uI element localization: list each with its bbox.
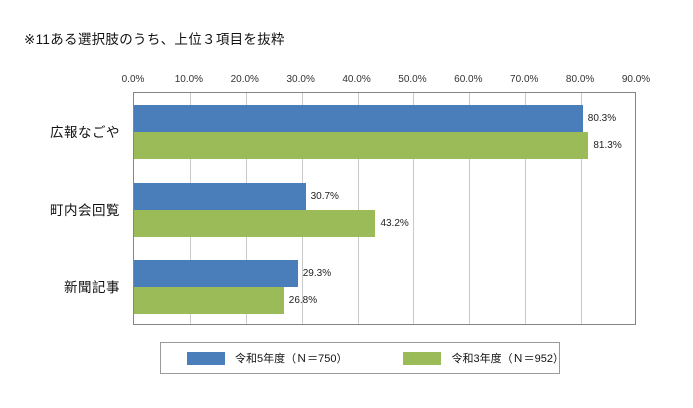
x-tick-label: 0.0% bbox=[121, 74, 145, 85]
x-tick-label: 60.0% bbox=[454, 74, 483, 85]
plot-area: 80.3% 81.3% 30.7% 43.2% 29.3% 26.8% bbox=[133, 92, 636, 325]
x-tick-label: 40.0% bbox=[342, 74, 371, 85]
legend-swatch bbox=[187, 351, 225, 365]
bar bbox=[134, 131, 589, 159]
legend-item: 令和3年度（Ｎ＝952） bbox=[403, 343, 564, 373]
bar-value-label: 26.8% bbox=[288, 295, 318, 307]
legend-label: 令和5年度（Ｎ＝750） bbox=[235, 353, 348, 365]
x-tick-label: 70.0% bbox=[510, 74, 539, 85]
category-label: 新聞記事 bbox=[64, 280, 120, 296]
x-axis-tick-labels: 0.0% 10.0% 20.0% 30.0% 40.0% 50.0% 60.0% 70.0% 8… bbox=[122, 74, 651, 88]
x-tick-label: 20.0% bbox=[230, 74, 259, 85]
bars-layer: 80.3% 81.3% 30.7% 43.2% 29.3% 26.8% bbox=[134, 93, 635, 324]
bar bbox=[134, 104, 583, 132]
bar bbox=[134, 287, 284, 315]
legend-label: 令和3年度（Ｎ＝952） bbox=[451, 353, 564, 365]
category-label: 広報なごや bbox=[50, 124, 120, 140]
bar bbox=[134, 260, 298, 288]
bar-value-label: 30.7% bbox=[310, 190, 339, 202]
gridline bbox=[413, 93, 415, 324]
gridline bbox=[357, 93, 359, 324]
x-tick-label: 80.0% bbox=[565, 74, 595, 85]
bar bbox=[134, 209, 376, 237]
legend-item: 令和5年度（Ｎ＝750） bbox=[187, 343, 347, 373]
x-tick-label: 10.0% bbox=[174, 74, 204, 85]
gridline bbox=[469, 93, 471, 324]
chart-note: ※11ある選択肢のうち、上位３項目を抜粋 bbox=[24, 32, 285, 47]
gridline bbox=[525, 93, 527, 324]
legend-swatch bbox=[403, 351, 442, 365]
x-tick-label: 30.0% bbox=[286, 74, 315, 85]
bar-value-label: 29.3% bbox=[302, 268, 332, 280]
bar-value-label: 81.3% bbox=[593, 139, 622, 151]
gridline bbox=[581, 93, 583, 324]
chart-legend: 令和5年度（Ｎ＝750） 令和3年度（Ｎ＝952） bbox=[160, 342, 564, 374]
bar bbox=[134, 182, 306, 210]
category-label: 町内会回覧 bbox=[50, 202, 120, 218]
x-tick-label: 50.0% bbox=[398, 74, 427, 85]
bar-value-label: 43.2% bbox=[380, 217, 409, 229]
x-tick-label: 90.0% bbox=[621, 74, 651, 85]
bar-value-label: 80.3% bbox=[587, 112, 617, 124]
category-axis-labels: 広報なごや町内会回覧新聞記事 bbox=[0, 92, 128, 325]
